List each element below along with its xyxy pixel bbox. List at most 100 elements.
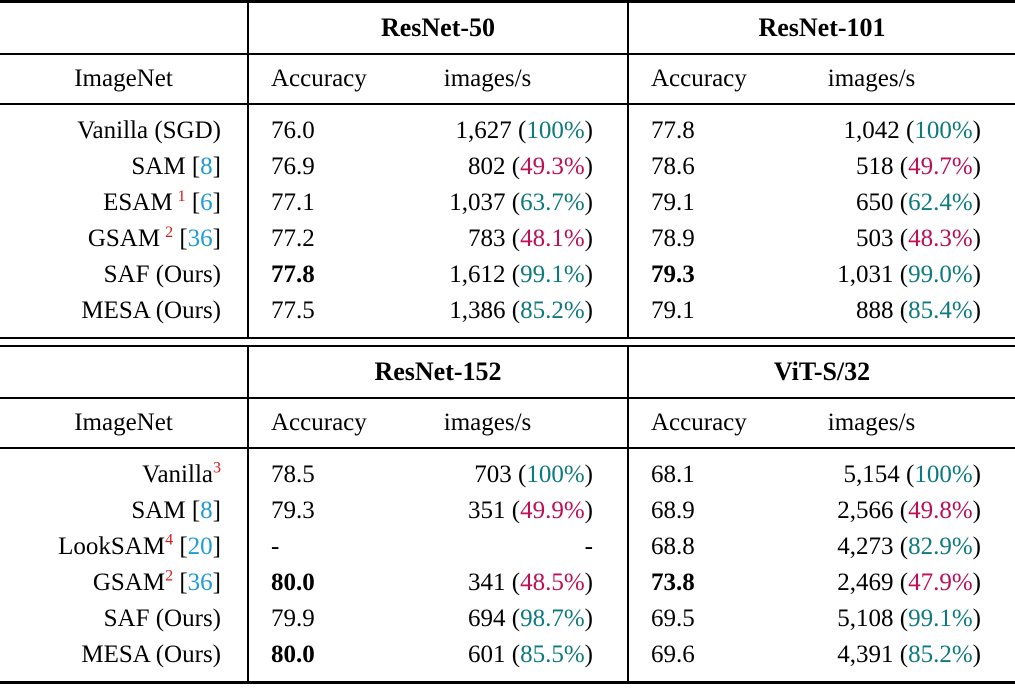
citation-ref[interactable]: 36 [187, 225, 213, 252]
throughput-percent: 49.7% [908, 153, 973, 180]
cell-accuracy-resnet50: 76.0 [247, 105, 378, 149]
table-row: ESAM 1 [6] 77.1 1,037 (63.7%) 79.1 650 (62.4%… [0, 185, 1015, 221]
paren-open: ( [893, 605, 909, 632]
paren-close: ) [972, 641, 981, 668]
throughput-value: 2,566 [837, 497, 894, 524]
cell-throughput-resnet101: 518 (49.7%) [758, 149, 1015, 185]
row-method-cell: LookSAM4 [20] [0, 529, 248, 565]
column-header-accuracy-resnet50: Accuracy [247, 55, 378, 104]
paren-open: ( [893, 533, 909, 560]
cell-throughput-resnet101: 650 (62.4%) [758, 185, 1015, 221]
throughput-percent: 62.4% [908, 189, 973, 216]
cell-throughput-vits32: 2,566 (49.8%) [758, 493, 1015, 529]
cell-accuracy-vits32: 68.1 [627, 449, 758, 493]
throughput-percent: 100% [526, 117, 585, 144]
paren-open: ( [893, 497, 909, 524]
row-method-cell: SAM [8] [0, 493, 248, 529]
citation-ref[interactable]: 6 [200, 189, 213, 216]
throughput-value: 5,154 [843, 461, 900, 488]
throughput-value: 650 [856, 189, 894, 216]
paren-open: ( [505, 225, 521, 252]
paren-close: ) [584, 189, 593, 216]
citation-bracket: [ [185, 153, 201, 180]
paren-close: ) [584, 117, 593, 144]
cell-accuracy-vits32: 68.8 [627, 529, 758, 565]
accuracy-value: 79.9 [271, 605, 315, 632]
toprule-top-table [0, 0, 1015, 4]
paren-open: ( [893, 225, 909, 252]
paren-close: ) [584, 261, 593, 288]
cell-throughput-resnet152: 601 (85.5%) [378, 637, 628, 683]
paren-close: ) [584, 605, 593, 632]
table-row: GSAM 2 [36] 77.2 783 (48.1%) 78.9 503 (48.3%) [0, 221, 1015, 257]
cell-throughput-resnet152: - [378, 529, 628, 565]
citation-ref[interactable]: 8 [200, 497, 213, 524]
column-header-images-per-s-resnet101: images/s [827, 65, 916, 92]
throughput-value: 694 [468, 605, 506, 632]
paren-close: ) [972, 569, 981, 596]
table-row: MESA (Ours) 77.5 1,386 (85.2%) 79.1 888 (85.… [0, 293, 1015, 338]
citation-bracket: [ [173, 569, 188, 596]
throughput-percent: 98.7% [520, 605, 585, 632]
throughput-percent: 99.1% [520, 261, 585, 288]
group-header-resnet101: ResNet-101 [627, 3, 1015, 54]
method-name: LookSAM [58, 533, 166, 560]
citation-ref[interactable]: 20 [187, 533, 213, 560]
accuracy-value: 80.0 [271, 641, 315, 668]
accuracy-value: 68.8 [651, 533, 695, 560]
paren-open: ( [893, 569, 909, 596]
cell-throughput-vits32: 4,391 (85.2%) [758, 637, 1015, 683]
accuracy-value: 77.5 [271, 297, 315, 324]
column-header-imagenet-top: ImageNet [74, 65, 173, 92]
paren-open: ( [505, 605, 521, 632]
column-header-accuracy-resnet152: Accuracy [247, 399, 378, 448]
footnote-marker: 1 [177, 187, 186, 205]
cell-throughput-vits32: 2,469 (47.9%) [758, 565, 1015, 601]
throughput-percent: 85.4% [908, 297, 973, 324]
paren-open: ( [893, 641, 909, 668]
paren-open: ( [505, 261, 521, 288]
citation-bracket: ] [212, 153, 221, 180]
throughput-value: 2,469 [837, 569, 894, 596]
group-header-spacer-bottom [0, 347, 248, 398]
row-method-cell: MESA (Ours) [0, 637, 248, 683]
cell-throughput-resnet50: 802 (49.3%) [378, 149, 628, 185]
row-method-cell: SAF (Ours) [0, 257, 248, 293]
paren-close: ) [584, 297, 593, 324]
paren-close: ) [972, 117, 981, 144]
method-name: SAM [131, 153, 186, 180]
cell-throughput-resnet101: 888 (85.4%) [758, 293, 1015, 338]
accuracy-value: 80.0 [271, 569, 315, 596]
cell-accuracy-resnet50: 77.8 [247, 257, 378, 293]
citation-ref[interactable]: 8 [200, 153, 213, 180]
accuracy-value: 79.3 [271, 497, 315, 524]
accuracy-value: 77.8 [651, 117, 695, 144]
table-row: SAF (Ours) 77.8 1,612 (99.1%) 79.3 1,031 (99… [0, 257, 1015, 293]
table-row: SAM [8] 79.3 351 (49.9%) 68.9 2,566 (49.8%) [0, 493, 1015, 529]
throughput-percent: 100% [526, 461, 585, 488]
throughput-value: 5,108 [837, 605, 894, 632]
row-method-cell: ESAM 1 [6] [0, 185, 248, 221]
paren-close: ) [584, 153, 593, 180]
accuracy-value: 73.8 [651, 569, 695, 596]
throughput-percent: 99.1% [908, 605, 973, 632]
accuracy-value: 68.9 [651, 497, 695, 524]
cell-throughput-vits32: 5,108 (99.1%) [758, 601, 1015, 637]
throughput-percent: 49.3% [520, 153, 585, 180]
method-name: MESA (Ours) [81, 641, 221, 668]
paren-open: ( [899, 117, 915, 144]
table-row: Vanilla (SGD) 76.0 1,627 (100%) 77.8 1,042 (… [0, 105, 1015, 149]
cell-throughput-resnet152: 694 (98.7%) [378, 601, 628, 637]
accuracy-value: 68.1 [651, 461, 695, 488]
accuracy-value: 77.1 [271, 189, 315, 216]
results-table-bottom: ResNet-152 ViT-S/32 ImageNet Accuracy im… [0, 345, 1015, 685]
table-row: SAM [8] 76.9 802 (49.3%) 78.6 518 (49.7%) [0, 149, 1015, 185]
footnote-marker: 4 [165, 531, 174, 549]
cell-throughput-resnet152: 703 (100%) [378, 449, 628, 493]
paren-open: ( [505, 641, 521, 668]
cell-accuracy-resnet101: 78.6 [627, 149, 758, 185]
citation-ref[interactable]: 36 [187, 569, 213, 596]
paren-close: ) [972, 497, 981, 524]
paren-close: ) [584, 461, 593, 488]
